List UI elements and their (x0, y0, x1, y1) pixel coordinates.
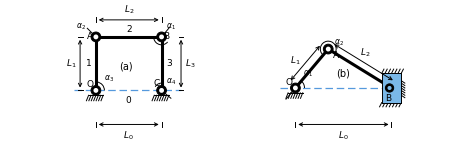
Text: $L_1$: $L_1$ (66, 57, 76, 70)
Text: $\alpha_1$: $\alpha_1$ (166, 22, 176, 32)
Circle shape (385, 84, 394, 92)
Text: $\alpha_4$: $\alpha_4$ (166, 76, 176, 87)
Text: O: O (286, 78, 293, 87)
Circle shape (93, 88, 98, 93)
Text: $L_0$: $L_0$ (123, 129, 134, 142)
Text: 2: 2 (126, 25, 132, 34)
Text: B: B (385, 94, 392, 103)
Text: C: C (154, 79, 160, 88)
Text: A: A (333, 51, 339, 60)
Text: $\alpha_3$: $\alpha_3$ (104, 74, 114, 84)
Circle shape (326, 47, 331, 51)
Text: $L_1$: $L_1$ (290, 54, 301, 67)
Text: (a): (a) (119, 61, 133, 71)
Circle shape (291, 83, 300, 93)
Circle shape (157, 86, 166, 95)
Text: $\alpha_2$: $\alpha_2$ (334, 37, 344, 48)
Text: $L_2$: $L_2$ (124, 4, 134, 16)
Circle shape (159, 88, 164, 93)
Circle shape (91, 32, 101, 42)
Circle shape (293, 86, 298, 90)
Text: $L_3$: $L_3$ (185, 57, 195, 70)
Text: $L_2$: $L_2$ (360, 46, 370, 59)
Circle shape (93, 35, 98, 39)
Text: $\alpha_1$: $\alpha_1$ (303, 69, 312, 79)
Text: 1: 1 (86, 59, 91, 68)
Text: $\alpha_2$: $\alpha_2$ (76, 22, 86, 32)
Circle shape (159, 35, 164, 39)
Bar (382, 73, 401, 103)
Text: 3: 3 (166, 59, 172, 68)
Text: (b): (b) (336, 68, 350, 78)
Text: O: O (86, 80, 93, 89)
Text: $L_0$: $L_0$ (338, 129, 349, 142)
Circle shape (157, 32, 166, 42)
Text: B: B (164, 32, 170, 41)
Circle shape (91, 86, 101, 95)
Circle shape (387, 86, 392, 90)
Text: A: A (87, 32, 93, 41)
Text: 0: 0 (126, 96, 132, 105)
Circle shape (323, 44, 333, 54)
